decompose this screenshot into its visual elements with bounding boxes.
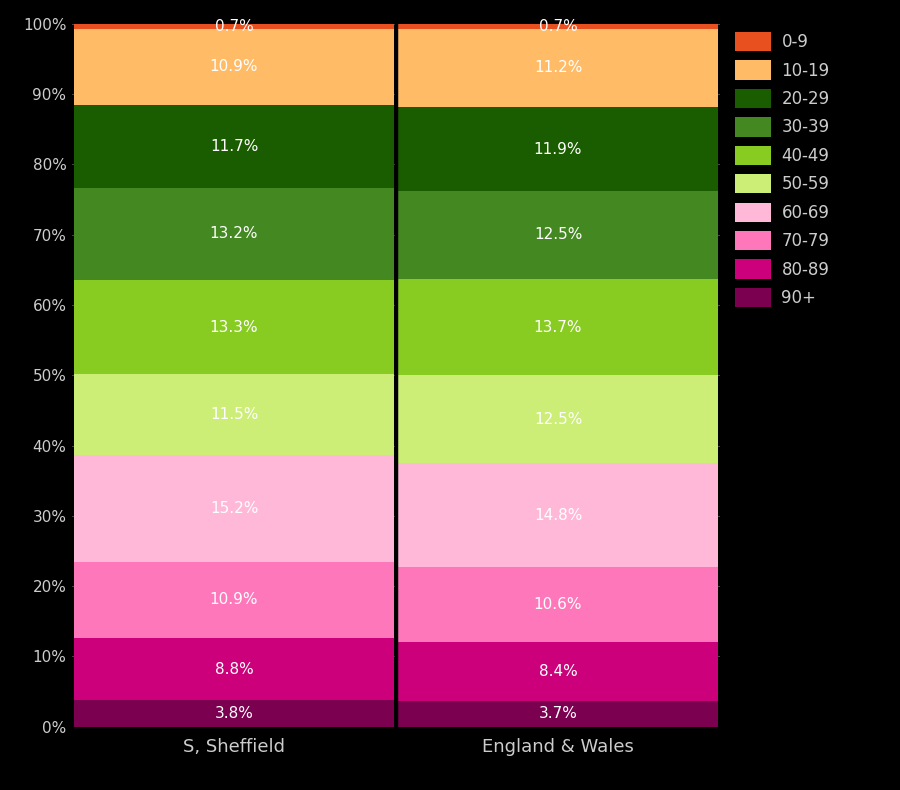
Text: 11.2%: 11.2%: [534, 61, 582, 76]
Bar: [398, 641, 718, 701]
Bar: [398, 24, 718, 28]
Text: 13.3%: 13.3%: [210, 320, 258, 335]
Bar: [398, 463, 718, 567]
Text: 10.6%: 10.6%: [534, 597, 582, 612]
Bar: [74, 562, 394, 638]
Bar: [398, 279, 718, 375]
Bar: [398, 191, 718, 279]
Text: 10.9%: 10.9%: [210, 592, 258, 608]
Text: 11.5%: 11.5%: [210, 407, 258, 422]
Bar: [398, 28, 718, 107]
Text: 11.9%: 11.9%: [534, 141, 582, 156]
Bar: [74, 24, 394, 28]
Bar: [74, 105, 394, 187]
Text: 13.2%: 13.2%: [210, 227, 258, 242]
Bar: [74, 280, 394, 374]
Text: 10.9%: 10.9%: [210, 59, 258, 74]
Bar: [74, 374, 394, 455]
Bar: [74, 187, 394, 280]
Text: 8.4%: 8.4%: [538, 664, 578, 679]
Text: 14.8%: 14.8%: [534, 508, 582, 523]
Bar: [398, 701, 718, 727]
Text: 3.8%: 3.8%: [214, 706, 254, 721]
Text: 3.7%: 3.7%: [538, 706, 578, 721]
Text: 15.2%: 15.2%: [210, 501, 258, 516]
Text: 8.8%: 8.8%: [214, 662, 254, 677]
Text: 12.5%: 12.5%: [534, 228, 582, 243]
Bar: [398, 107, 718, 191]
Bar: [74, 28, 394, 105]
Bar: [398, 375, 718, 463]
Bar: [74, 700, 394, 727]
Text: 0.7%: 0.7%: [214, 19, 254, 34]
Bar: [74, 638, 394, 700]
Bar: [398, 567, 718, 641]
Bar: [74, 455, 394, 562]
Text: 12.5%: 12.5%: [534, 412, 582, 427]
Legend: 0-9, 10-19, 20-29, 30-39, 40-49, 50-59, 60-69, 70-79, 80-89, 90+: 0-9, 10-19, 20-29, 30-39, 40-49, 50-59, …: [734, 32, 830, 307]
Text: 13.7%: 13.7%: [534, 320, 582, 335]
Text: 0.7%: 0.7%: [538, 19, 578, 34]
Text: 11.7%: 11.7%: [210, 139, 258, 154]
